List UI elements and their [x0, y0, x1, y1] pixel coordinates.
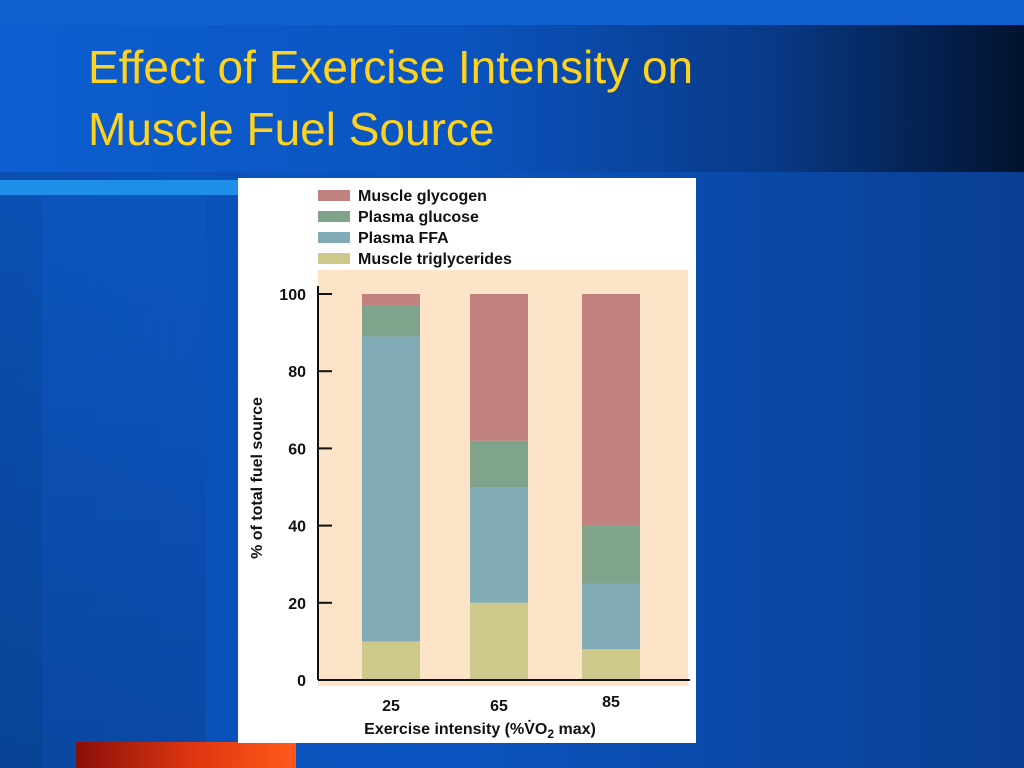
legend-label-plasma-glucose: Plasma glucose: [358, 209, 479, 226]
bar-85-muscle-triglycerides: [582, 649, 640, 680]
legend-swatch-muscle-triglycerides: [318, 253, 350, 264]
legend: Muscle glycogen Plasma glucose Plasma FFA M…: [318, 188, 512, 268]
y-tick-label-40: 40: [288, 519, 306, 536]
bar-25-plasma-glucose: [362, 305, 420, 337]
x-axis-label: Exercise intensity (%V̇O2 max): [364, 720, 596, 741]
left-decor-stripe-inner: [42, 195, 206, 768]
bottom-decor-bar: [76, 742, 296, 768]
slide-top-band: [0, 0, 1024, 25]
y-tick-label-20: 20: [288, 596, 306, 613]
slide-title-line-2: Muscle Fuel Source: [88, 103, 495, 155]
bar-65-muscle-glycogen: [470, 294, 528, 441]
y-tick-label-100: 100: [279, 287, 306, 304]
bar-85-muscle-glycogen: [582, 294, 640, 526]
axes: 0 20 40 60 80 100 25 65 85: [279, 286, 690, 715]
stacked-bar-chart: Muscle glycogen Plasma glucose Plasma FFA M…: [249, 188, 690, 741]
bar-65-plasma-glucose: [470, 440, 528, 487]
y-tick-label-80: 80: [288, 364, 306, 381]
y-tick-label-0: 0: [297, 673, 306, 690]
bar-65-plasma-ffa: [470, 487, 528, 603]
legend-swatch-muscle-glycogen: [318, 190, 350, 201]
bar-65-muscle-triglycerides: [470, 602, 528, 680]
legend-label-muscle-glycogen: Muscle glycogen: [358, 188, 487, 205]
accent-line: [0, 180, 240, 195]
bar-85-plasma-ffa: [582, 583, 640, 650]
legend-swatch-plasma-ffa: [318, 232, 350, 243]
bar-25-muscle-glycogen: [362, 294, 420, 306]
legend-label-muscle-triglycerides: Muscle triglycerides: [358, 251, 512, 268]
x-tick-label-85: 85: [602, 694, 620, 711]
slide-title: Effect of Exercise Intensity on Muscle F…: [88, 36, 988, 160]
x-axis-label-tail: max): [554, 721, 596, 738]
bars: [362, 294, 640, 680]
bar-85-plasma-glucose: [582, 525, 640, 584]
bar-25-muscle-triglycerides: [362, 641, 420, 680]
y-axis-label: % of total fuel source: [249, 397, 266, 559]
title-band: [0, 25, 1024, 172]
x-axis-label-main: Exercise intensity (%V̇O: [364, 720, 547, 738]
legend-label-plasma-ffa: Plasma FFA: [358, 230, 449, 247]
x-tick-label-25: 25: [382, 698, 400, 715]
left-decor-stripe: [0, 195, 42, 768]
bar-25-plasma-ffa: [362, 336, 420, 642]
x-tick-label-65: 65: [490, 698, 508, 715]
x-axis-label-sub: 2: [547, 727, 554, 741]
chart-figure: Muscle glycogen Plasma glucose Plasma FFA M…: [238, 178, 696, 743]
legend-swatch-plasma-glucose: [318, 211, 350, 222]
slide-title-line-1: Effect of Exercise Intensity on: [88, 41, 694, 93]
y-tick-label-60: 60: [288, 441, 306, 458]
